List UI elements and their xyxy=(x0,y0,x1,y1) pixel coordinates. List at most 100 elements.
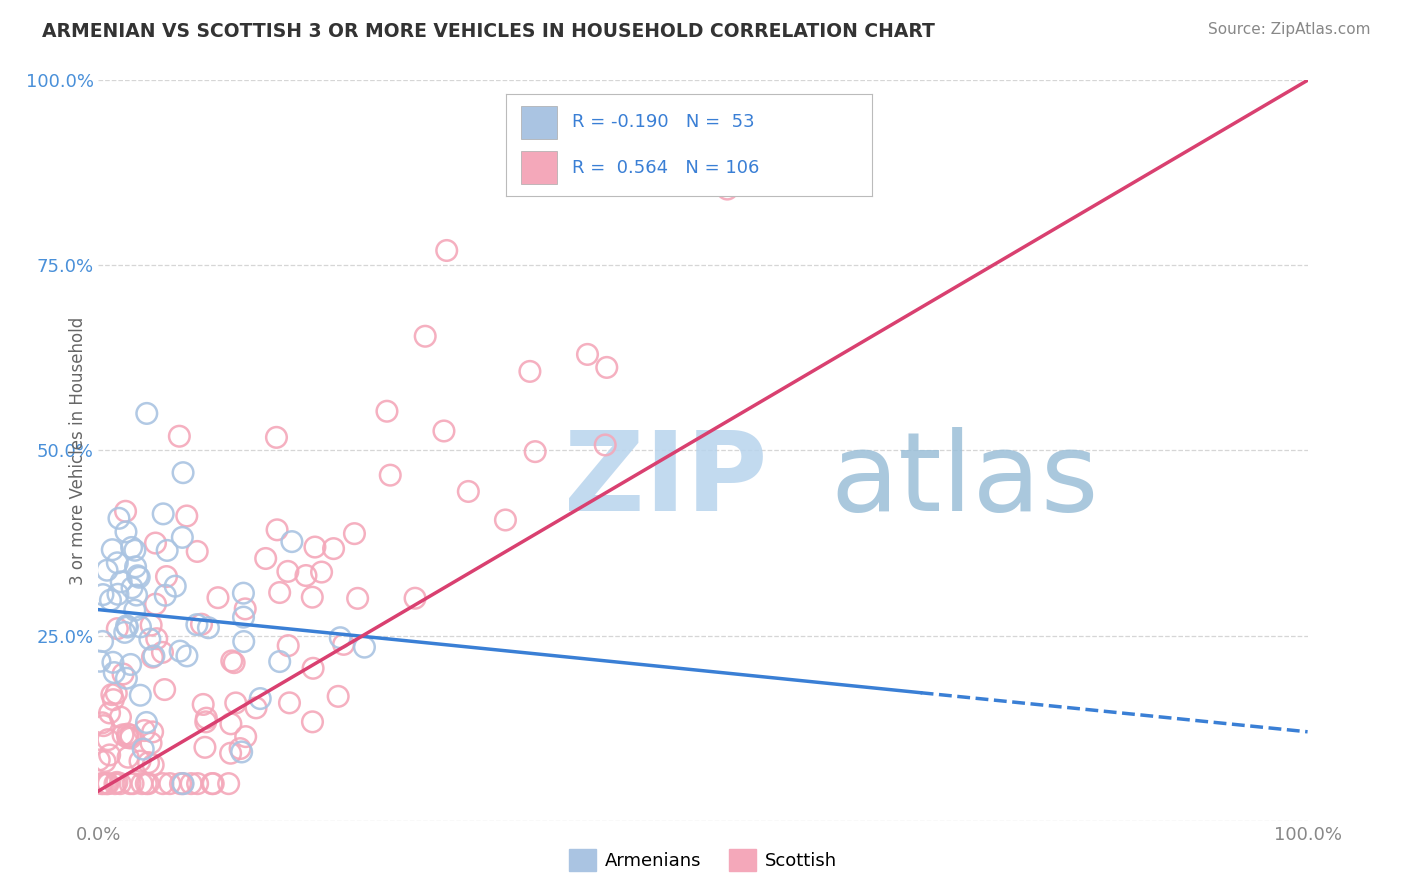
Point xyxy=(180,776,202,791)
Point xyxy=(108,511,131,525)
Point xyxy=(172,530,194,544)
Point xyxy=(115,524,138,539)
Point xyxy=(413,329,436,343)
Point xyxy=(346,591,368,606)
Point xyxy=(110,710,132,724)
Point xyxy=(716,182,738,196)
Point xyxy=(105,686,128,700)
Point xyxy=(301,714,323,729)
Point xyxy=(145,597,167,611)
Point xyxy=(266,430,288,444)
Point xyxy=(596,360,619,375)
Point xyxy=(120,731,142,745)
Point xyxy=(524,444,547,458)
Point xyxy=(141,650,163,665)
Point xyxy=(172,776,194,791)
Point xyxy=(122,776,145,791)
Point xyxy=(129,688,152,702)
Y-axis label: 3 or more Vehicles in Household: 3 or more Vehicles in Household xyxy=(69,317,87,584)
Text: R =  0.564   N = 106: R = 0.564 N = 106 xyxy=(572,159,759,177)
Point xyxy=(404,591,426,606)
Point xyxy=(120,728,142,742)
Point xyxy=(159,776,181,791)
Point xyxy=(115,619,138,633)
Point xyxy=(436,244,458,258)
Point xyxy=(576,347,599,361)
Point xyxy=(142,725,165,739)
Point xyxy=(129,754,152,768)
Point xyxy=(231,745,253,759)
Point xyxy=(138,756,160,770)
Point xyxy=(134,723,156,738)
Point xyxy=(269,585,291,599)
Point xyxy=(114,504,136,518)
Point xyxy=(353,640,375,654)
Text: Source: ZipAtlas.com: Source: ZipAtlas.com xyxy=(1208,22,1371,37)
Point xyxy=(176,648,198,663)
Point xyxy=(131,776,153,791)
Point xyxy=(186,544,208,558)
Point xyxy=(103,665,125,680)
Point xyxy=(165,579,187,593)
Point xyxy=(117,620,139,634)
Point xyxy=(194,740,217,755)
Point xyxy=(245,701,267,715)
Point xyxy=(105,556,128,570)
Point xyxy=(101,542,124,557)
Point xyxy=(322,541,344,556)
Point xyxy=(105,622,128,636)
Point xyxy=(195,711,218,725)
Point xyxy=(187,776,209,791)
Point xyxy=(117,727,139,741)
Point xyxy=(142,648,165,663)
Point xyxy=(169,776,191,791)
Point xyxy=(311,565,333,579)
Point xyxy=(117,750,139,764)
Point xyxy=(152,776,174,791)
Point xyxy=(96,776,118,791)
Point xyxy=(120,776,142,791)
Point xyxy=(329,631,352,645)
Point xyxy=(105,775,128,789)
Point xyxy=(328,690,350,704)
Point xyxy=(152,507,174,521)
Point xyxy=(219,716,242,731)
Point xyxy=(135,715,157,730)
Point xyxy=(139,618,162,632)
Point xyxy=(93,718,115,732)
Point xyxy=(98,706,121,720)
Point xyxy=(142,758,165,772)
Text: ZIP: ZIP xyxy=(564,426,768,533)
Point xyxy=(132,742,155,756)
Point xyxy=(304,540,326,554)
Point xyxy=(124,603,146,617)
Point xyxy=(380,468,402,483)
Point xyxy=(457,484,479,499)
Point xyxy=(224,656,246,670)
Point xyxy=(125,588,148,602)
Point xyxy=(103,692,125,706)
Point xyxy=(101,688,124,702)
Point xyxy=(266,523,288,537)
Point xyxy=(97,732,120,747)
Point xyxy=(219,746,242,760)
Point xyxy=(232,586,254,600)
Point xyxy=(90,776,112,791)
Point xyxy=(138,776,160,791)
Text: atlas: atlas xyxy=(830,426,1098,533)
Point xyxy=(281,534,304,549)
Point xyxy=(302,661,325,675)
Point xyxy=(120,657,142,672)
Point xyxy=(172,466,194,480)
Point xyxy=(218,776,240,791)
Point xyxy=(139,736,162,750)
Point xyxy=(135,407,157,421)
Point xyxy=(232,610,254,624)
Point xyxy=(115,671,138,685)
Point xyxy=(172,776,194,791)
Text: ARMENIAN VS SCOTTISH 3 OR MORE VEHICLES IN HOUSEHOLD CORRELATION CHART: ARMENIAN VS SCOTTISH 3 OR MORE VEHICLES … xyxy=(42,22,935,41)
Point xyxy=(332,637,354,651)
Point xyxy=(202,776,225,791)
Point xyxy=(155,569,177,583)
Point xyxy=(254,551,277,566)
